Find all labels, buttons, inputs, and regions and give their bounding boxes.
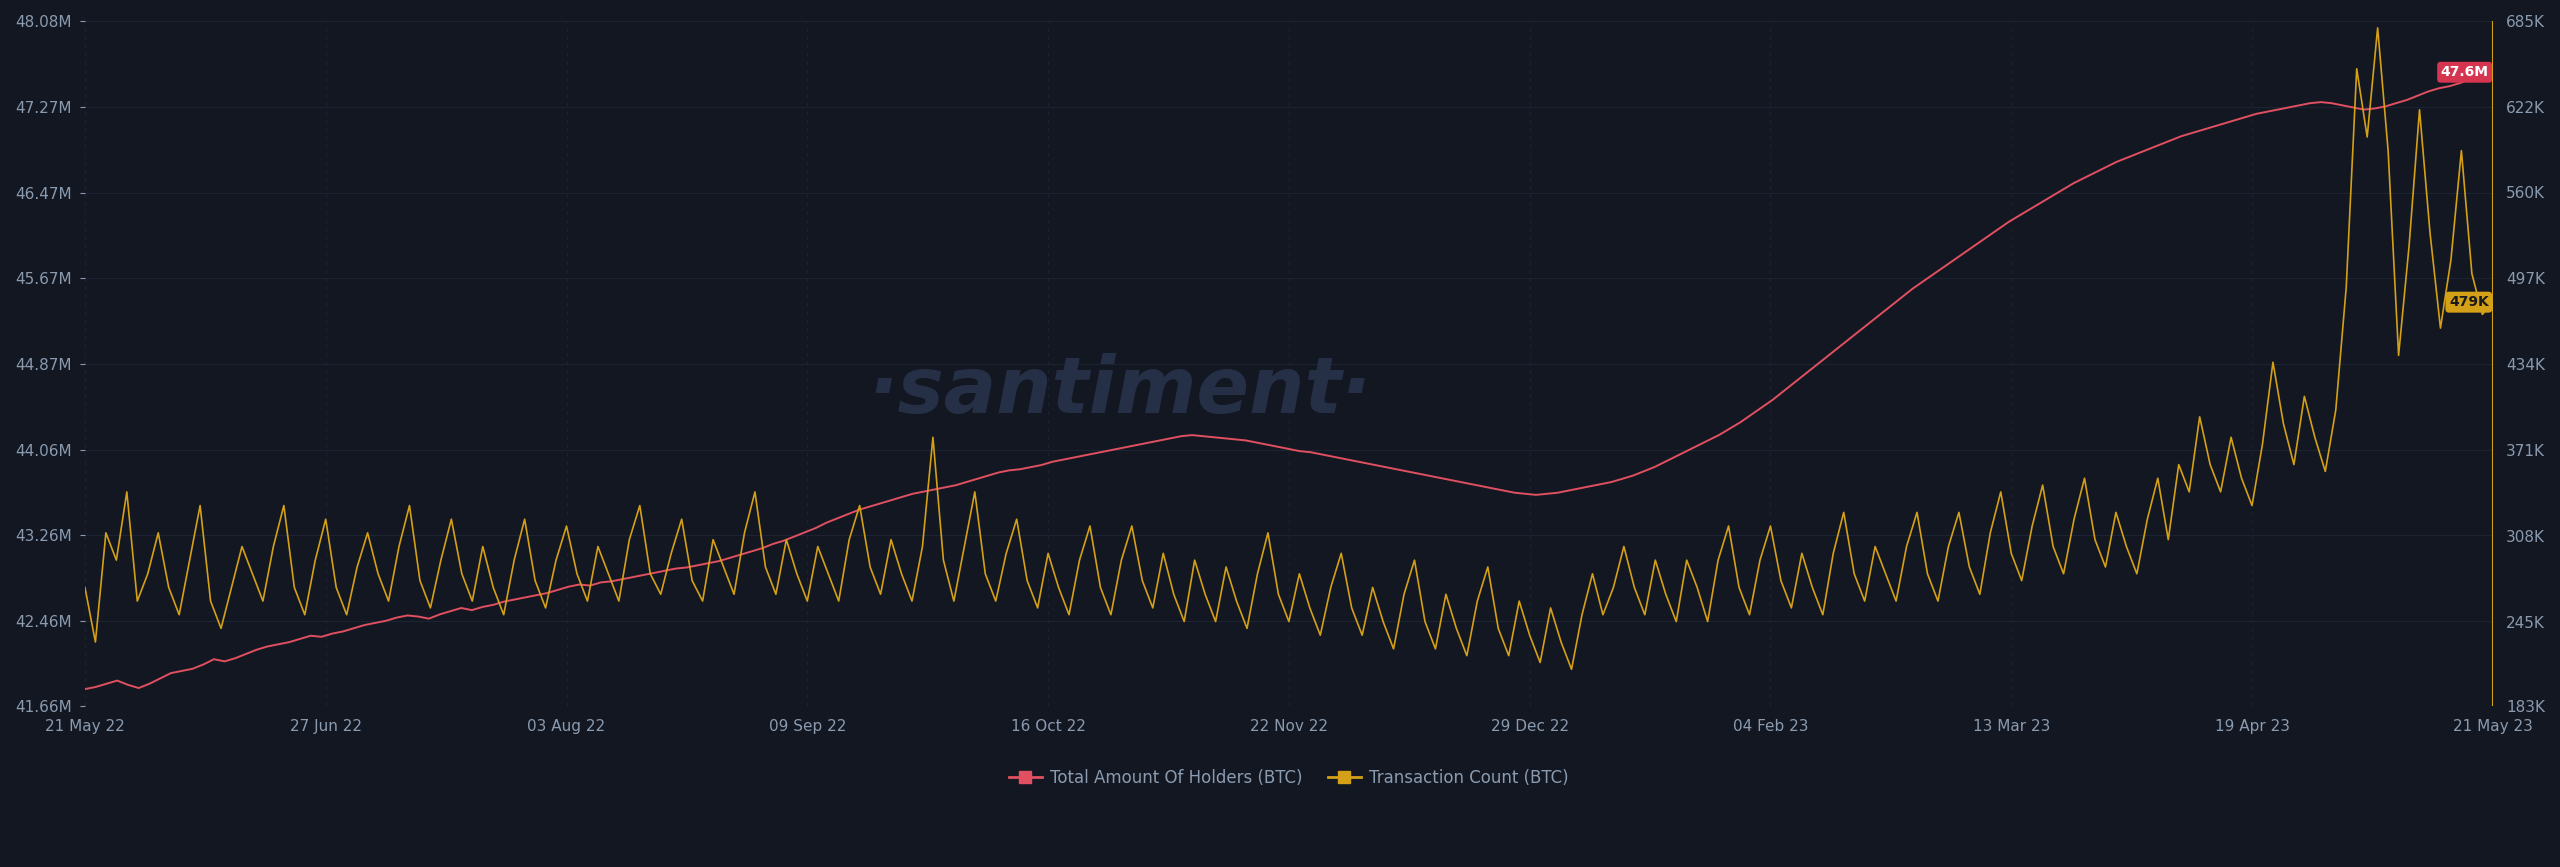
Legend: Total Amount Of Holders (BTC), Transaction Count (BTC): Total Amount Of Holders (BTC), Transacti…: [1001, 762, 1577, 794]
Text: ·santiment·: ·santiment·: [868, 353, 1372, 429]
Text: 47.6M: 47.6M: [2440, 65, 2488, 79]
Text: 479K: 479K: [2450, 295, 2488, 310]
